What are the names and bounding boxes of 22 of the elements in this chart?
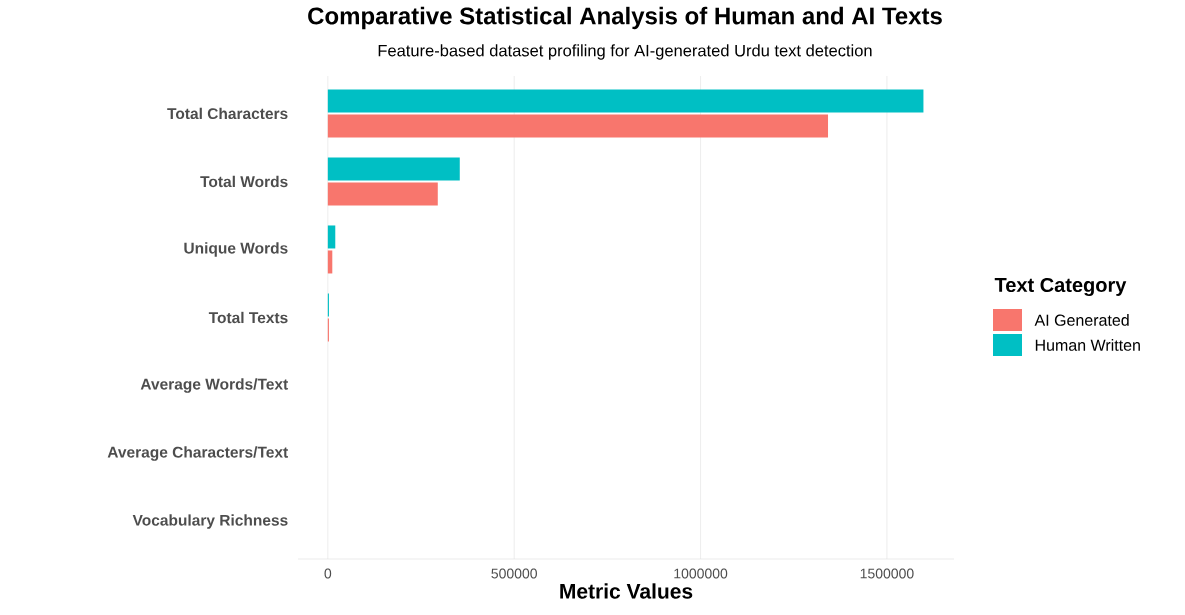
legend-label: Human Written xyxy=(1035,339,1140,351)
y-tick-label: Average Words/Text xyxy=(140,378,289,393)
legend-label: AI Generated xyxy=(1034,314,1129,326)
x-tick-label: 1000000 xyxy=(674,568,728,579)
chart-subtitle: Feature-based dataset profiling for AI-generated Urdu text detection xyxy=(378,44,872,60)
y-tick-label: Total Words xyxy=(200,175,288,188)
x-tick-label: 0 xyxy=(324,568,332,579)
chart-title: Comparative Statistical Analysis of Human and AI Texts xyxy=(308,6,942,30)
y-tick-label: Average Characters/Text xyxy=(107,446,288,461)
bar xyxy=(327,225,336,249)
y-tick-label: Vocabulary Richness xyxy=(132,514,288,529)
y-tick-label: Total Texts xyxy=(208,311,288,324)
bar xyxy=(327,114,829,138)
x-tick-label: 1500000 xyxy=(860,568,914,579)
legend-title: Text Category xyxy=(994,277,1127,297)
bar xyxy=(327,157,460,181)
bar xyxy=(327,182,438,206)
x-axis-title: Metric Values xyxy=(560,583,693,599)
y-tick-label: Total Characters xyxy=(167,107,288,120)
bar xyxy=(327,89,924,113)
y-tick-label: Unique Words xyxy=(184,242,288,257)
x-tick-label: 500000 xyxy=(491,568,537,579)
